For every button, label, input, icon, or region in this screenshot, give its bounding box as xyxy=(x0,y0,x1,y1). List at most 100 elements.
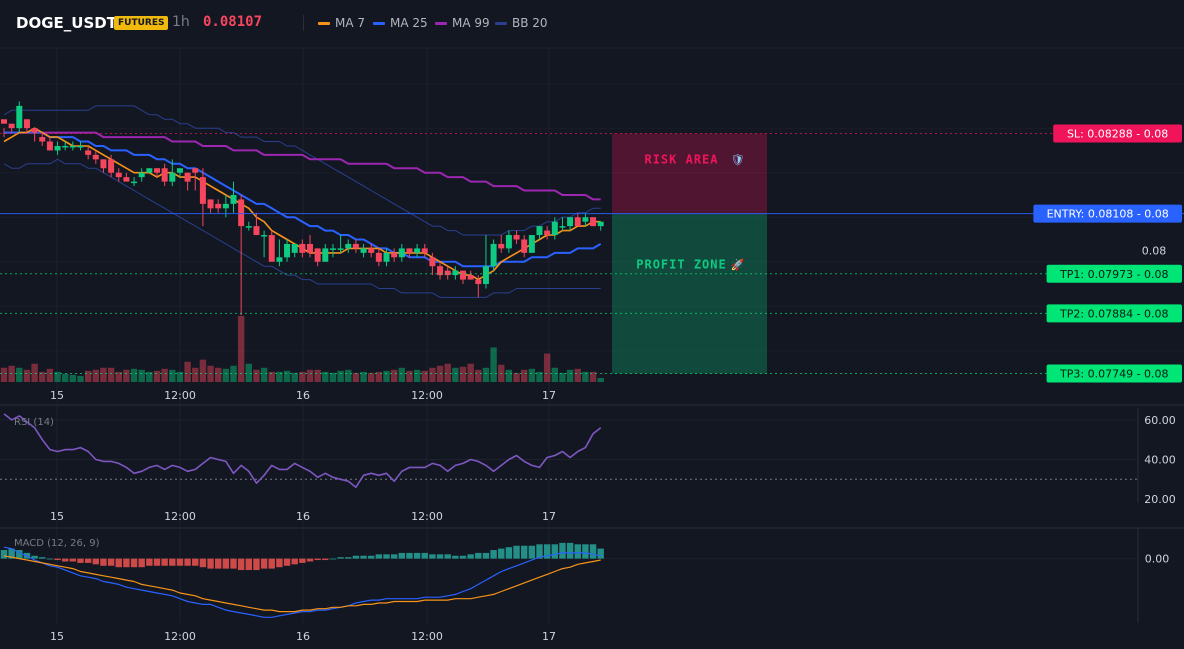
candle-body[interactable] xyxy=(521,239,528,253)
candle-body[interactable] xyxy=(192,168,199,173)
candle-body[interactable] xyxy=(360,248,367,253)
candle-body[interactable] xyxy=(8,123,15,129)
legend-ma25[interactable]: MA 25 xyxy=(373,16,428,30)
candle-body[interactable] xyxy=(559,226,566,228)
candle-body[interactable] xyxy=(276,257,283,262)
candle-body[interactable] xyxy=(115,172,122,178)
candle-body[interactable] xyxy=(39,137,46,142)
candle-body[interactable] xyxy=(46,141,53,151)
candle-body[interactable] xyxy=(284,243,291,258)
candle-body[interactable] xyxy=(1,119,7,124)
candle-body[interactable] xyxy=(268,235,275,262)
candle-body[interactable] xyxy=(567,217,574,227)
symbol-name[interactable]: DOGE_USDT xyxy=(16,14,117,32)
level-price-tag[interactable]: TP1: 0.07973 - 0.08 xyxy=(1046,264,1182,283)
candle-body[interactable] xyxy=(253,226,260,236)
candle-body[interactable] xyxy=(169,172,176,182)
candle-body[interactable] xyxy=(528,235,535,253)
rocket-icon: 🚀 xyxy=(731,259,745,272)
level-price-tag[interactable]: ENTRY: 0.08108 - 0.08 xyxy=(1033,204,1182,223)
candle-body[interactable] xyxy=(176,168,183,173)
volume-bar xyxy=(16,367,23,382)
legend-bb20[interactable]: BB 20 xyxy=(495,16,548,30)
candle-body[interactable] xyxy=(329,248,336,250)
candle-body[interactable] xyxy=(337,248,344,250)
candle-body[interactable] xyxy=(452,270,459,276)
candle-body[interactable] xyxy=(146,168,153,173)
candle-body[interactable] xyxy=(100,159,107,169)
candle-body[interactable] xyxy=(544,230,551,236)
candle-body[interactable] xyxy=(375,252,382,262)
candle-body[interactable] xyxy=(184,172,191,182)
rsi-pane[interactable]: RSI (14) 60.00 40.00 20.00 xyxy=(0,413,1176,506)
candle-body[interactable] xyxy=(161,168,168,182)
level-price-tag[interactable]: TP2: 0.07884 - 0.08 xyxy=(1046,304,1182,323)
profit-zone[interactable]: PROFIT ZONE 🚀 xyxy=(612,213,767,374)
candle-body[interactable] xyxy=(513,235,520,240)
candle-body[interactable] xyxy=(391,252,398,258)
candle-body[interactable] xyxy=(498,243,505,249)
candle-body[interactable] xyxy=(54,145,61,151)
candle-body[interactable] xyxy=(414,248,421,253)
macd-histogram-bar xyxy=(31,555,38,559)
candle-body[interactable] xyxy=(383,252,390,262)
candle-body[interactable] xyxy=(77,145,84,148)
candle-body[interactable] xyxy=(207,199,214,209)
candle-body[interactable] xyxy=(307,243,313,253)
candle-body[interactable] xyxy=(536,226,543,236)
candle-body[interactable] xyxy=(314,248,321,262)
candle-body[interactable] xyxy=(490,243,497,267)
candle-body[interactable] xyxy=(429,257,436,267)
candle-body[interactable] xyxy=(482,266,489,285)
candle-body[interactable] xyxy=(322,248,329,262)
candle-body[interactable] xyxy=(551,221,558,236)
candle-body[interactable] xyxy=(31,128,38,133)
candle-body[interactable] xyxy=(23,119,30,129)
candle-body[interactable] xyxy=(406,248,413,253)
candle-body[interactable] xyxy=(261,235,268,237)
candle-body[interactable] xyxy=(215,203,222,209)
candle-body[interactable] xyxy=(123,177,130,182)
candle-body[interactable] xyxy=(69,145,76,148)
candle-body[interactable] xyxy=(85,150,92,155)
candle-body[interactable] xyxy=(574,217,581,227)
legend-ma99[interactable]: MA 99 xyxy=(435,16,490,30)
candle-body[interactable] xyxy=(398,248,405,258)
candle-body[interactable] xyxy=(291,243,298,253)
candle-body[interactable] xyxy=(16,105,23,129)
candle-body[interactable] xyxy=(597,221,604,227)
level-price-tag[interactable]: TP3: 0.07749 - 0.08 xyxy=(1046,364,1182,383)
candle-body[interactable] xyxy=(238,199,245,227)
volume-bar xyxy=(253,369,260,382)
candle-body[interactable] xyxy=(345,243,352,249)
candle-body[interactable] xyxy=(62,145,69,148)
interval-label[interactable]: 1h xyxy=(172,14,190,30)
candle-body[interactable] xyxy=(582,217,589,222)
candle-body[interactable] xyxy=(154,168,160,173)
candle-body[interactable] xyxy=(460,270,466,280)
level-price-tag[interactable]: SL: 0.08288 - 0.08 xyxy=(1053,124,1182,143)
candle-body[interactable] xyxy=(138,172,145,178)
macd-pane[interactable]: MACD (12, 26, 9) 0.00 xyxy=(0,538,1169,618)
candle-body[interactable] xyxy=(131,181,138,184)
candle-body[interactable] xyxy=(299,243,306,253)
candle-body[interactable] xyxy=(437,266,444,276)
candle-body[interactable] xyxy=(352,243,359,249)
candle-body[interactable] xyxy=(444,270,451,276)
risk-area-zone[interactable]: RISK AREA 🛡 xyxy=(612,133,767,214)
candle-body[interactable] xyxy=(368,248,375,253)
candle-body[interactable] xyxy=(108,159,115,173)
candle-body[interactable] xyxy=(467,275,474,280)
candle-body[interactable] xyxy=(590,217,597,227)
legend-ma7[interactable]: MA 7 xyxy=(318,16,365,30)
candle-body[interactable] xyxy=(245,226,252,228)
candle-body[interactable] xyxy=(230,194,237,204)
candle-body[interactable] xyxy=(421,248,428,253)
candle-body[interactable] xyxy=(222,203,229,209)
candle-body[interactable] xyxy=(505,235,512,249)
candle-body[interactable] xyxy=(92,154,99,160)
price-pane[interactable] xyxy=(0,101,604,382)
candle-body[interactable] xyxy=(199,177,206,204)
candle-body[interactable] xyxy=(475,279,482,285)
